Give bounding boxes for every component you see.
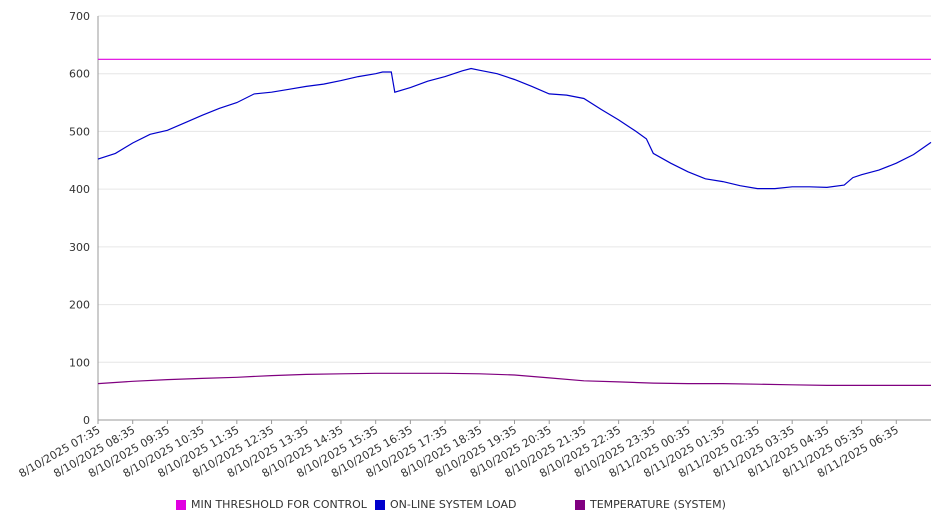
legend-swatch-threshold [176, 499, 186, 510]
y-tick-label: 300 [69, 241, 90, 254]
legend-label-temperature: TEMPERATURE (SYSTEM) [590, 498, 726, 511]
legend-label-threshold: MIN THRESHOLD FOR CONTROL [191, 498, 367, 511]
series-line-1 [97, 67, 932, 190]
y-tick-label: 600 [69, 68, 90, 81]
legend-label-system-load: ON-LINE SYSTEM LOAD [390, 498, 517, 511]
chart-legend: MIN THRESHOLD FOR CONTROL ON-LINE SYSTEM… [0, 496, 946, 516]
legend-item-temperature: TEMPERATURE (SYSTEM) [575, 498, 726, 511]
legend-item-threshold: MIN THRESHOLD FOR CONTROL [176, 498, 367, 511]
legend-swatch-system-load [375, 499, 385, 510]
y-tick-label: 200 [69, 299, 90, 312]
y-tick-label: 500 [69, 125, 90, 138]
legend-swatch-temperature [575, 499, 585, 510]
legend-item-system-load: ON-LINE SYSTEM LOAD [375, 498, 516, 511]
y-tick-label: 700 [69, 10, 90, 23]
y-tick-label: 400 [69, 183, 90, 196]
y-tick-label: 0 [83, 414, 90, 427]
y-tick-label: 100 [69, 356, 90, 369]
series-line-2 [97, 372, 931, 386]
